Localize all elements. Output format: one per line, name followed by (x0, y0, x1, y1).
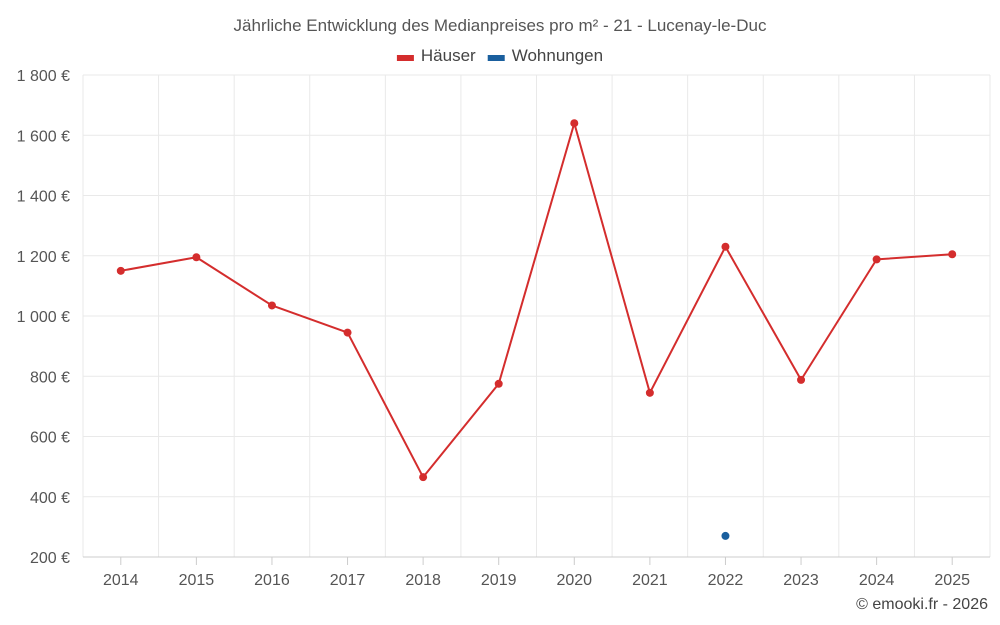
axes: 200 € 400 € 600 € 800 € 1 000 € 1 200 € 1 400 … (17, 68, 990, 589)
x-tick-label: 2019 (481, 572, 517, 589)
y-tick-label: 1 000 € (17, 309, 70, 326)
credit-label: © emooki.fr - 2026 (856, 596, 988, 613)
y-tick-label: 1 600 € (17, 128, 70, 145)
legend-swatch (396, 55, 414, 61)
data-point (570, 119, 579, 128)
legend-label: Häuser (421, 46, 476, 65)
x-tick-label: 2016 (254, 572, 290, 589)
data-point (645, 388, 654, 397)
x-tick-label: 2020 (556, 572, 592, 589)
y-tick-label: 400 € (30, 490, 70, 507)
y-tick-label: 600 € (30, 430, 70, 447)
y-tick-label: 1 200 € (17, 249, 70, 266)
x-tick-label: 2024 (859, 572, 895, 589)
data-point (343, 328, 352, 337)
y-tick-label: 1 400 € (17, 189, 70, 206)
grid (82, 74, 991, 558)
y-tick-label: 200 € (30, 550, 70, 567)
legend-label: Wohnungen (512, 46, 603, 65)
y-tick-label: 1 800 € (17, 68, 70, 85)
data-point (872, 255, 881, 264)
data-point (494, 379, 503, 388)
legend-item: Häuser (396, 46, 476, 65)
data-point (267, 301, 276, 310)
series-line-0 (120, 122, 953, 479)
chart-title: Jährliche Entwicklung des Medianpreises … (234, 16, 767, 35)
x-tick-label: 2014 (103, 572, 139, 589)
data-point (192, 253, 201, 262)
y-tick-label: 800 € (30, 369, 70, 386)
data-point (948, 250, 957, 259)
data-point (797, 375, 806, 384)
legend: Häuser Wohnungen (396, 46, 603, 65)
x-tick-label: 2015 (179, 572, 215, 589)
legend-swatch (487, 55, 505, 61)
x-tick-label: 2023 (783, 572, 819, 589)
legend-item: Wohnungen (487, 46, 603, 65)
x-tick-label: 2018 (405, 572, 441, 589)
data-point (116, 266, 125, 275)
data-point (419, 473, 428, 482)
x-tick-label: 2025 (934, 572, 970, 589)
x-tick-label: 2017 (330, 572, 366, 589)
data-point (721, 531, 730, 540)
x-tick-label: 2021 (632, 572, 668, 589)
data-point (721, 242, 730, 251)
series (116, 119, 957, 540)
x-tick-label: 2022 (708, 572, 744, 589)
